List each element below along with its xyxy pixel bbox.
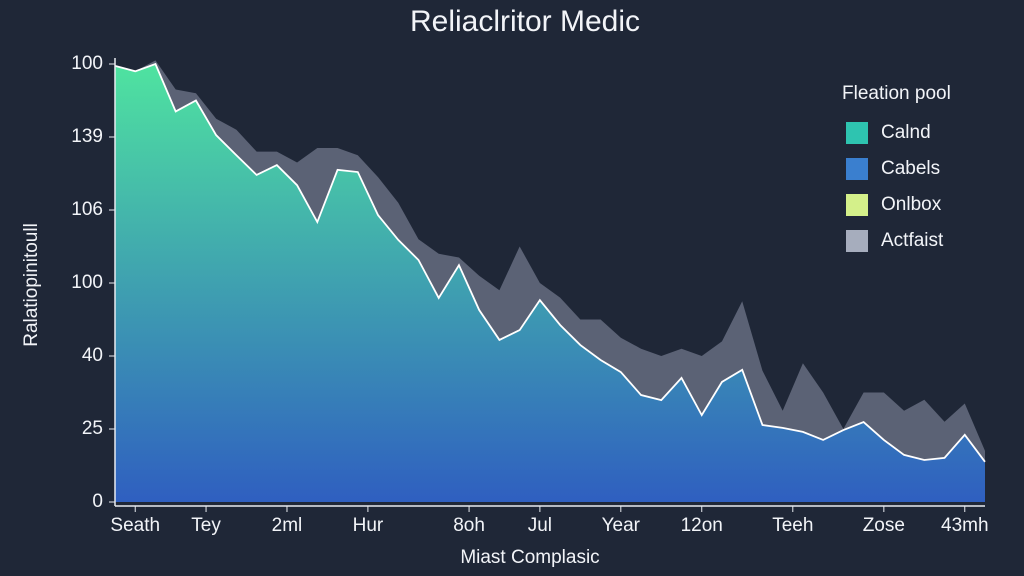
legend-title: Fleation pool — [842, 83, 951, 104]
legend-label: Calnd — [881, 122, 931, 143]
x-tick-label: Jul — [528, 515, 552, 536]
x-tick-label: Tey — [191, 515, 221, 536]
x-tick-label: Hur — [353, 515, 384, 536]
legend-label: Actfaist — [881, 230, 944, 251]
legend-swatch — [846, 122, 868, 144]
y-tick-label: 100 — [71, 53, 103, 74]
y-tick-label: 100 — [71, 272, 103, 293]
y-axis-label: Ralatiopinitoull — [21, 223, 42, 347]
y-tick-label: 139 — [71, 126, 103, 147]
x-tick-label: Zose — [863, 515, 905, 536]
chart-title: Reliaclritor Medic — [410, 5, 640, 38]
x-tick-label: Teeh — [772, 515, 813, 536]
legend-swatch — [846, 158, 868, 180]
area-line — [114, 62, 986, 463]
legend-swatch — [846, 230, 868, 252]
legend-label: Onlbox — [881, 194, 942, 215]
legend-swatch — [846, 194, 868, 216]
y-tick-label: 25 — [82, 418, 103, 439]
x-tick-label: 43mh — [941, 515, 989, 536]
legend-label: Cabels — [881, 158, 940, 179]
x-tick-label: 12on — [681, 515, 723, 536]
x-axis-label: Miast Complasic — [460, 547, 599, 568]
area — [115, 64, 985, 502]
x-tick-label: Seath — [110, 515, 160, 536]
x-tick-label: 2ml — [272, 515, 303, 536]
y-tick-label: 0 — [92, 491, 103, 512]
y-tick-label: 106 — [71, 199, 103, 220]
y-tick-label: 40 — [82, 345, 103, 366]
x-tick-label: Year — [602, 515, 641, 536]
x-tick-label: 8oh — [453, 515, 485, 536]
